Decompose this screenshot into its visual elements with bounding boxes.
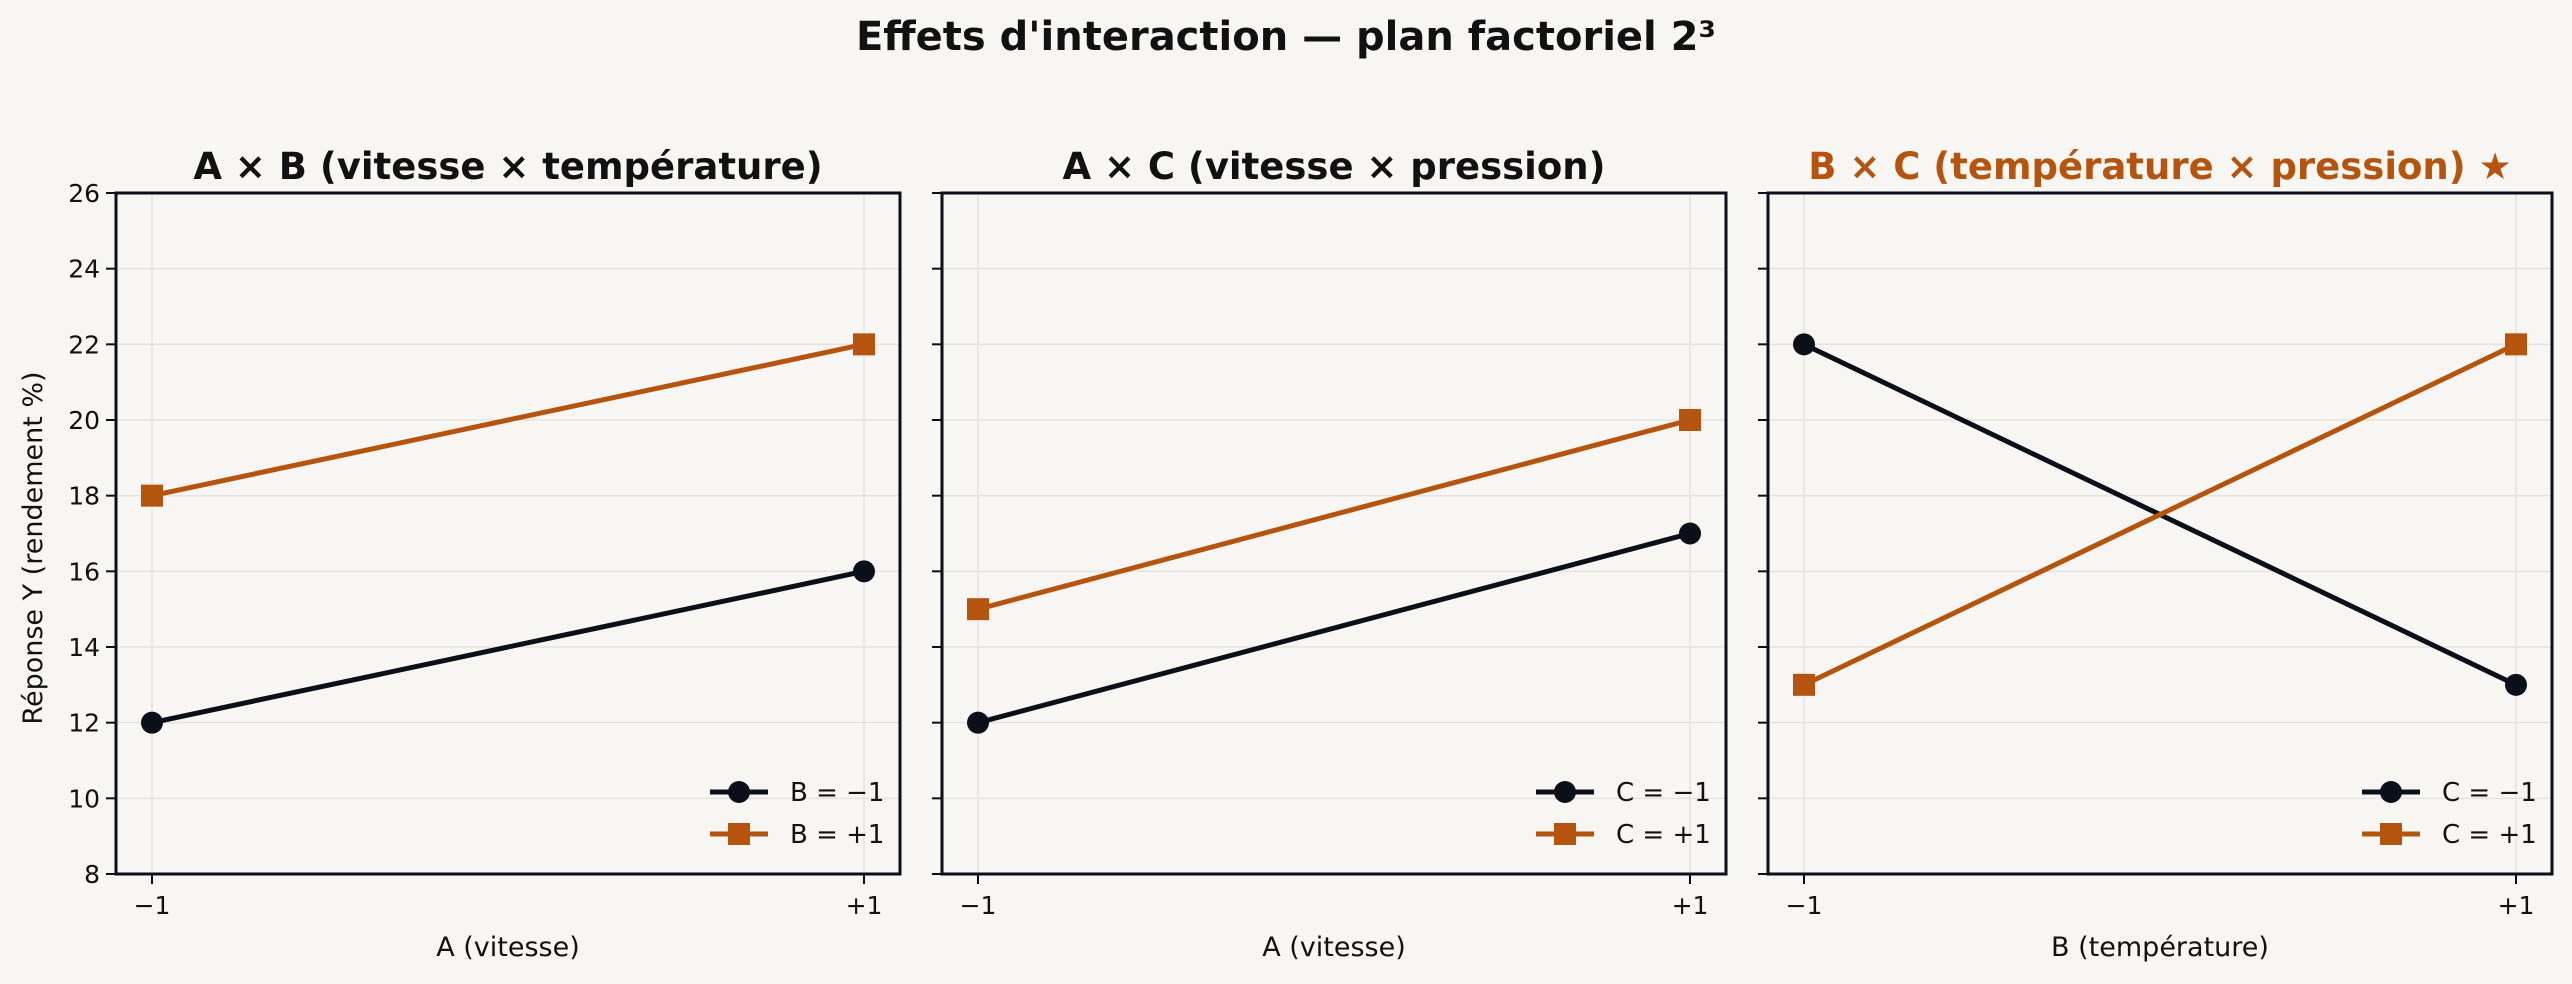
data-point [2505, 673, 2527, 696]
data-point [1793, 673, 1815, 696]
x-axis-label: A (vitesse) [436, 932, 580, 963]
x-tick-label: +1 [1672, 891, 1709, 920]
figure-title: Effets d'interaction — plan factoriel 2³ [856, 14, 1716, 60]
panel-3: B × C (température × pression) ★ −1 +1 B (t… [1758, 145, 2554, 963]
x-tick-label: −1 [134, 891, 171, 920]
y-tick-label: 8 [84, 860, 100, 889]
y-tick-label: 12 [68, 709, 100, 738]
series-line-1 [149, 568, 867, 726]
legend-marker [1554, 781, 1576, 803]
legend-label: B = +1 [790, 820, 884, 850]
panel-title: A × C (vitesse × pression) [1062, 145, 1605, 188]
y-tick-label: 24 [68, 255, 100, 284]
data-point [967, 711, 989, 734]
data-point [853, 333, 875, 356]
series-line-2 [149, 341, 867, 499]
y-tick-label: 22 [68, 330, 100, 359]
legend-marker [2380, 823, 2402, 845]
data-point [1679, 522, 1701, 545]
data-point [141, 711, 163, 734]
data-point [141, 484, 163, 507]
legend-marker [728, 823, 750, 845]
data-point [967, 598, 989, 621]
x-tick-label: −1 [960, 891, 997, 920]
x-tick-label: +1 [846, 891, 883, 920]
legend-label: C = −1 [2442, 778, 2537, 808]
y-tick-label: 20 [68, 406, 100, 435]
y-axis-label: Réponse Y (rendement %) [18, 371, 49, 724]
y-tick-label: 16 [68, 557, 100, 586]
x-tick-label: +1 [2498, 891, 2535, 920]
legend-marker [2380, 781, 2402, 803]
panel-2: A × C (vitesse × pression) −1 +1 A (vitesse… [932, 145, 1728, 963]
x-axis-label: B (température) [2051, 932, 2269, 963]
series-line-2 [975, 417, 1693, 612]
y-tick-label: 10 [68, 784, 100, 813]
panel-title: A × B (vitesse × température) [193, 145, 822, 188]
data-point [1679, 409, 1701, 431]
panel-title: B × C (température × pression) ★ [1808, 145, 2511, 188]
data-point [853, 560, 875, 583]
axes-frame [940, 191, 1728, 876]
data-point [1793, 333, 1815, 356]
axes-frame [114, 191, 902, 876]
series-line-1 [975, 531, 1693, 726]
data-point [2505, 333, 2527, 356]
legend-marker [728, 781, 750, 803]
x-axis-label: A (vitesse) [1262, 932, 1406, 963]
legend-label: B = −1 [790, 778, 884, 808]
x-tick-label: −1 [1786, 891, 1823, 920]
y-tick-label: 14 [68, 633, 100, 662]
series-line-2 [1801, 341, 2519, 688]
y-tick-label: 18 [68, 482, 100, 511]
legend-label: C = +1 [1616, 820, 1711, 850]
panel-1: A × B (vitesse × température) 8 10 12 14 16 18… [68, 145, 902, 963]
panels: A × B (vitesse × température) 8 10 12 14 16 18… [68, 145, 2554, 963]
legend-label: C = +1 [2442, 820, 2537, 850]
axes-frame [1766, 191, 2554, 876]
y-tick-label: 26 [68, 179, 100, 208]
legend-label: C = −1 [1616, 778, 1711, 808]
legend-marker [1554, 823, 1576, 845]
